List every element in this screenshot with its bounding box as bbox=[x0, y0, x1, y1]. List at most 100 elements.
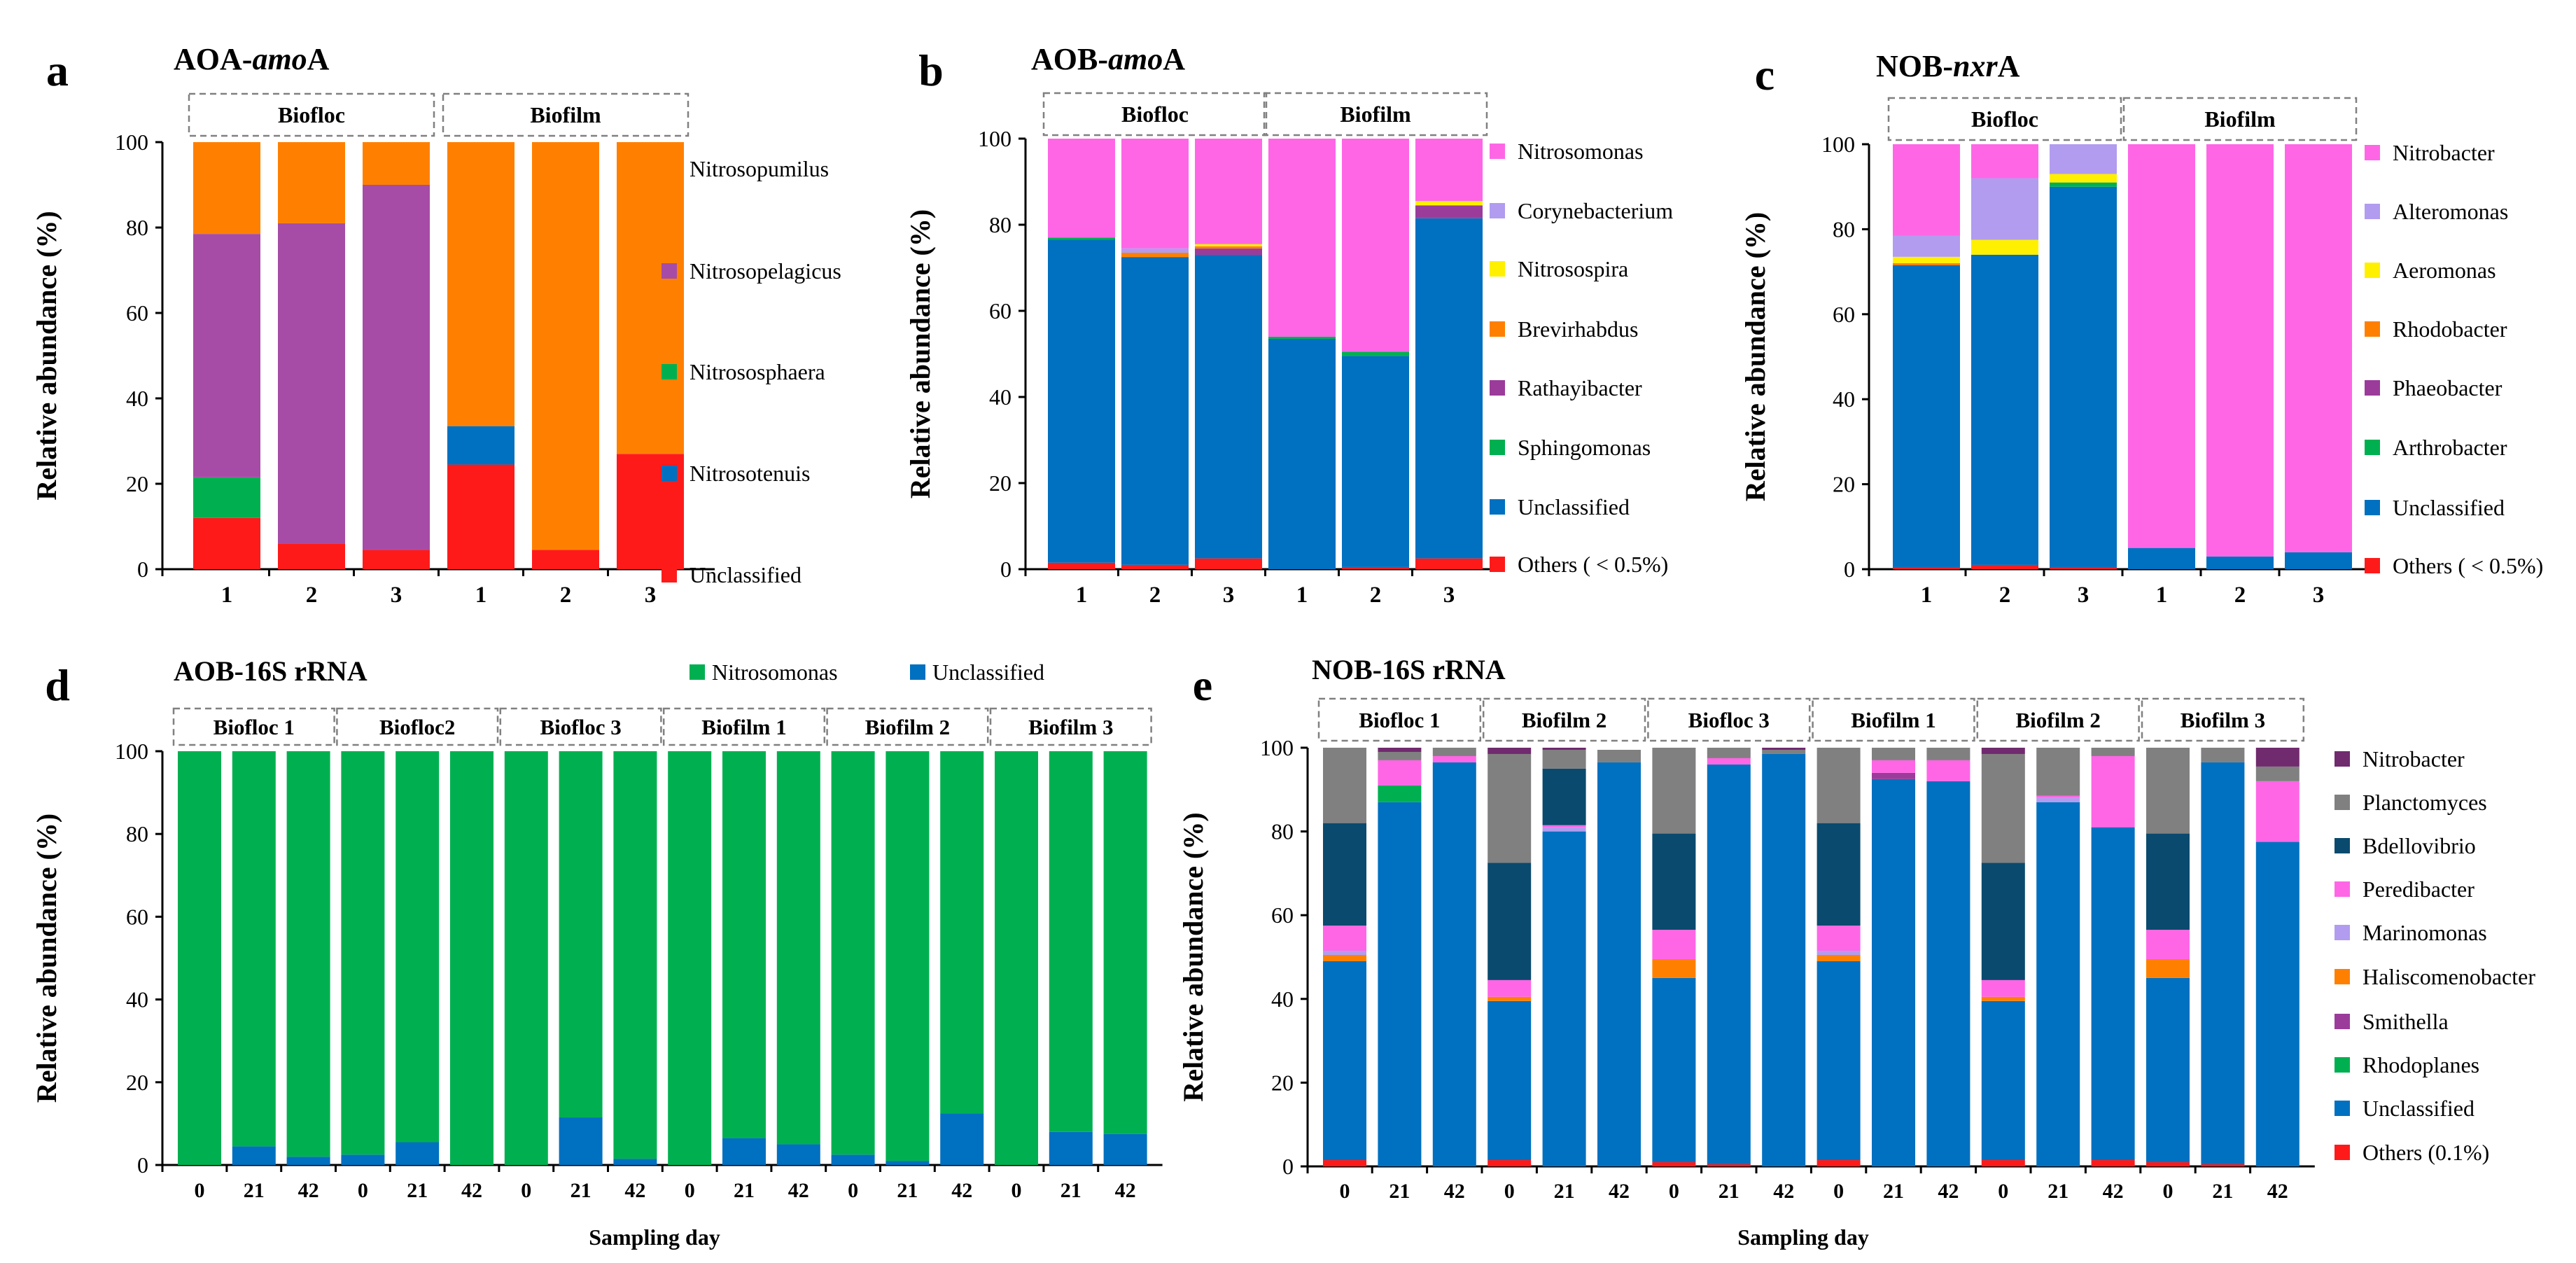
title-part: NOB- bbox=[1876, 49, 1953, 83]
panel-label: b bbox=[918, 46, 944, 95]
y-tick-label: 40 bbox=[989, 384, 1011, 410]
legend-swatch bbox=[2365, 558, 2380, 573]
bar-segment bbox=[1488, 748, 1532, 754]
panel-d: d AOB-16S rRNA Relative abundance (%) 0 20 40… bbox=[31, 655, 1163, 1250]
x-tick-label: 2 bbox=[306, 582, 318, 608]
x-axis-title: Sampling day bbox=[589, 1224, 720, 1250]
x-tick-label: 0 bbox=[2163, 1180, 2174, 1203]
y-axis-title: Relative abundance (%) bbox=[904, 209, 936, 498]
bar-segment bbox=[1542, 825, 1586, 828]
bar-segment bbox=[1323, 823, 1366, 926]
bar-segment bbox=[2201, 762, 2245, 1165]
y-tick-label: 40 bbox=[126, 987, 148, 1012]
bar-segment bbox=[2285, 552, 2352, 569]
bar-segment bbox=[1926, 748, 1970, 760]
title-part: A bbox=[1998, 49, 2020, 83]
x-tick-label: 42 bbox=[624, 1179, 645, 1202]
bar-segment bbox=[1195, 139, 1262, 244]
bar-segment bbox=[1971, 564, 2038, 569]
legend-label: Corynebacterium bbox=[1518, 198, 1673, 223]
y-tick-label: 0 bbox=[1282, 1154, 1294, 1179]
group-label: Biofilm bbox=[530, 102, 601, 127]
bar-segment bbox=[532, 550, 599, 569]
bar-segment bbox=[940, 751, 984, 1114]
bar-segment bbox=[1488, 1000, 1532, 1161]
bar-segment bbox=[1378, 748, 1422, 752]
legend-label: Alteromonas bbox=[2393, 199, 2508, 224]
legend-label: Rhodobacter bbox=[2393, 316, 2507, 342]
legend-swatch bbox=[2334, 751, 2350, 767]
bar-segment bbox=[1652, 1162, 1696, 1166]
x-tick-label: 2 bbox=[560, 582, 572, 608]
panel-label: a bbox=[46, 46, 69, 95]
legend-label: Nitrosospira bbox=[1518, 256, 1628, 281]
legend-label: Sphingomonas bbox=[1518, 435, 1651, 460]
title-part: AOB-16S rRNA bbox=[174, 655, 368, 687]
x-tick-label: 21 bbox=[244, 1179, 265, 1202]
chart-title: AOB-amoA bbox=[1031, 42, 1185, 76]
legend-swatch bbox=[2334, 925, 2350, 940]
y-tick-label: 100 bbox=[1260, 735, 1294, 760]
bar-segment bbox=[2036, 795, 2080, 798]
bar-segment bbox=[1048, 139, 1115, 238]
legend-swatch bbox=[1490, 203, 1505, 218]
x-tick-label: 42 bbox=[1609, 1180, 1630, 1203]
y-tick-label: 20 bbox=[126, 1070, 148, 1095]
y-tick-label: 60 bbox=[989, 298, 1011, 323]
bar-segment bbox=[1415, 218, 1483, 559]
bar-segment bbox=[2091, 755, 2135, 828]
bar-segment bbox=[1597, 749, 1641, 762]
group-label: Biofloc bbox=[278, 102, 345, 127]
legend-swatch bbox=[2365, 145, 2380, 160]
group-label: Biofloc bbox=[1121, 102, 1189, 127]
bar-segment bbox=[232, 1146, 276, 1165]
bar-segment bbox=[2036, 797, 2080, 802]
y-tick-label: 100 bbox=[978, 126, 1011, 151]
legend-swatch bbox=[662, 161, 677, 176]
legend-label: Nitrosopumilus bbox=[690, 156, 829, 181]
group-label: Biofloc bbox=[1971, 106, 2038, 132]
x-tick-label: 42 bbox=[1773, 1180, 1794, 1203]
bar-segment bbox=[1816, 823, 1861, 926]
x-tick-label: 42 bbox=[1938, 1180, 1959, 1203]
bar-segment bbox=[559, 751, 603, 1118]
group-label: Biofilm 3 bbox=[1028, 715, 1113, 739]
bar-segment bbox=[2146, 930, 2190, 959]
bar-segment bbox=[2128, 144, 2195, 548]
legend-label: Haliscomenobacter bbox=[2362, 964, 2535, 989]
bar-segment bbox=[1893, 256, 1960, 263]
bar-segment bbox=[1342, 356, 1409, 567]
x-tick-label: 2 bbox=[2234, 582, 2246, 608]
legend-swatch bbox=[2365, 204, 2380, 219]
bar-segment bbox=[1816, 951, 1861, 956]
x-tick-label: 42 bbox=[461, 1179, 482, 1202]
y-tick-label: 0 bbox=[137, 557, 148, 582]
group-box bbox=[1317, 697, 1482, 742]
bar-segment bbox=[2206, 144, 2274, 557]
bar-segment bbox=[1378, 802, 1422, 1166]
bar-segment bbox=[2050, 174, 2117, 183]
legend-label: Unclassified bbox=[1518, 494, 1630, 519]
bar-segment bbox=[831, 751, 875, 1155]
x-tick-label: 1 bbox=[1921, 582, 1933, 608]
bar-segment bbox=[1048, 239, 1115, 563]
y-tick-label: 60 bbox=[1833, 302, 1855, 327]
bar-segment bbox=[2146, 1162, 2190, 1166]
bar-segment bbox=[2050, 566, 2117, 569]
legend-swatch bbox=[2365, 380, 2380, 396]
bar-segment bbox=[1195, 558, 1262, 569]
bar-segment bbox=[2091, 827, 2135, 1161]
bar-segment bbox=[1816, 748, 1861, 823]
legend-swatch bbox=[910, 664, 925, 680]
y-tick-label: 80 bbox=[1833, 216, 1855, 242]
bar-segment bbox=[722, 1138, 766, 1165]
legend-swatch bbox=[662, 567, 677, 582]
legend-swatch bbox=[2334, 1145, 2350, 1160]
x-tick-label: 1 bbox=[475, 582, 487, 608]
panel-label: e bbox=[1193, 660, 1212, 710]
group-label: Biofilm 1 bbox=[1851, 708, 1935, 732]
y-axis-title: Relative abundance (%) bbox=[1740, 212, 1771, 501]
legend-swatch bbox=[662, 263, 677, 279]
bar-segment bbox=[341, 751, 385, 1155]
bar-segment bbox=[1415, 201, 1483, 206]
